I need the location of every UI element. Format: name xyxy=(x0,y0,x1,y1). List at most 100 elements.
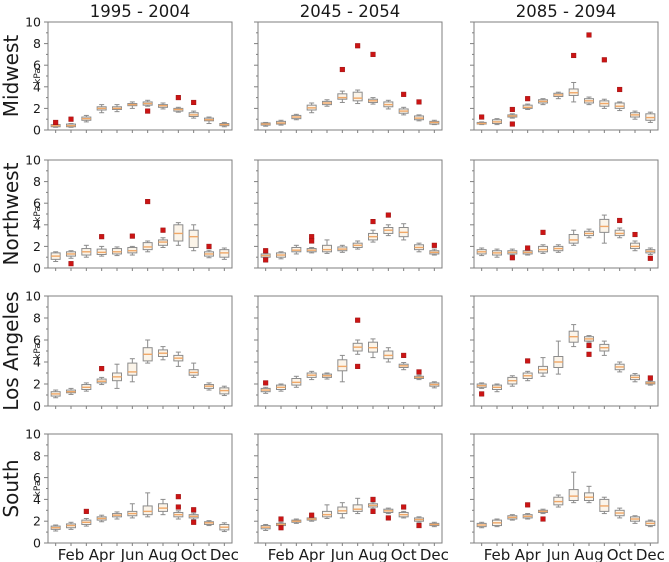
row-label-south: South xyxy=(0,459,23,517)
box-oct xyxy=(188,512,199,521)
box-oct xyxy=(614,101,625,112)
box-feb xyxy=(276,383,286,392)
y-tick-label: 0 xyxy=(33,123,41,138)
outlier-aug xyxy=(586,32,592,38)
panel-frame xyxy=(47,295,233,407)
panel-los-angeles-2045-2054 xyxy=(254,295,443,409)
box-feb xyxy=(66,521,76,530)
y-tick-label: 2 xyxy=(33,514,41,529)
box-oct xyxy=(398,510,409,519)
outlier-jul xyxy=(355,43,361,49)
box-feb xyxy=(492,518,502,528)
box-mar xyxy=(291,518,302,524)
box-oct xyxy=(614,507,625,519)
box-oct xyxy=(188,224,199,252)
x-tick-label-dec: Dec xyxy=(210,546,239,562)
panel-frame xyxy=(47,21,233,131)
iqr-box xyxy=(142,505,153,516)
box-jul xyxy=(568,471,579,504)
x-tick-label-aug: Aug xyxy=(148,546,177,562)
y-tick-label: 6 xyxy=(33,470,41,485)
outlier-jul xyxy=(145,199,151,205)
box-aug xyxy=(584,485,594,504)
box-jul xyxy=(568,229,579,246)
box-jan xyxy=(476,382,487,389)
box-may xyxy=(538,357,548,377)
iqr-box xyxy=(127,362,138,376)
box-feb xyxy=(276,119,286,126)
outlier-apr xyxy=(99,366,105,372)
box-feb xyxy=(66,387,76,395)
iqr-box xyxy=(337,359,348,372)
outlier-feb xyxy=(68,261,74,267)
y-tick-label: 6 xyxy=(33,196,41,211)
box-mar xyxy=(507,113,518,119)
outlier-oct xyxy=(191,519,197,525)
x-tick-label-dec: Dec xyxy=(420,546,449,562)
outlier-mar xyxy=(509,106,515,113)
iqr-box xyxy=(568,489,579,501)
x-tick-label-aug: Aug xyxy=(574,546,603,562)
box-jul xyxy=(142,492,153,518)
panel-midwest-1995-2004: 0 2 4 6 8 10 xyxy=(25,15,233,138)
y-axis-label-kpa: kPa xyxy=(33,481,43,497)
outlier-oct xyxy=(617,217,623,224)
box-jan xyxy=(50,389,61,399)
box-jul xyxy=(142,339,153,364)
panel-frame xyxy=(257,159,443,269)
outlier-jul xyxy=(355,363,361,369)
column-title-1995-2004: 1995 - 2004 xyxy=(90,2,190,21)
panel-frame xyxy=(257,433,443,544)
outlier-sep xyxy=(175,504,181,510)
outlier-apr xyxy=(309,234,315,240)
box-jul xyxy=(352,240,363,250)
x-tick-label-apr: Apr xyxy=(89,546,116,562)
box-sep xyxy=(173,222,184,246)
outlier-oct xyxy=(401,352,407,358)
box-nov xyxy=(204,249,214,259)
outlier-jun xyxy=(339,66,345,73)
box-apr xyxy=(96,245,107,257)
box-jul xyxy=(568,324,579,348)
outlier-jan xyxy=(263,380,269,386)
box-apr xyxy=(306,370,317,381)
box-jan xyxy=(50,524,61,532)
box-nov xyxy=(204,116,214,125)
outlier-jun xyxy=(129,233,135,239)
row-label-midwest: Midwest xyxy=(0,35,23,118)
y-tick-label: 2 xyxy=(33,239,41,254)
outlier-jul xyxy=(145,108,151,114)
x-tick-label-oct: Oct xyxy=(181,546,207,562)
outlier-apr xyxy=(309,512,315,518)
y-tick-label: 0 xyxy=(33,261,41,276)
y-tick-label: 4 xyxy=(33,217,41,232)
box-aug xyxy=(158,498,168,516)
box-jun xyxy=(127,101,138,109)
y-tick-label: 10 xyxy=(25,15,41,30)
outlier-jul xyxy=(355,317,361,323)
box-nov xyxy=(630,240,640,252)
box-jul xyxy=(352,89,363,105)
outlier-sep xyxy=(601,57,607,63)
y-tick-label: 8 xyxy=(33,311,41,326)
outlier-nov xyxy=(632,231,638,238)
outlier-aug xyxy=(370,496,376,502)
box-jan xyxy=(476,247,487,257)
box-may xyxy=(538,508,548,515)
outlier-nov xyxy=(416,369,422,375)
box-aug xyxy=(584,335,594,343)
box-sep xyxy=(383,99,394,110)
box-jan xyxy=(50,251,61,263)
y-tick-label: 0 xyxy=(33,536,41,551)
outlier-jan xyxy=(263,257,269,263)
y-tick-label: 8 xyxy=(33,448,41,463)
box-mar xyxy=(81,114,92,123)
x-tick-label-jun: Jun xyxy=(120,546,144,562)
box-jul xyxy=(142,240,153,253)
outlier-dec xyxy=(647,255,653,261)
iqr-box xyxy=(352,91,363,102)
box-sep xyxy=(173,510,184,520)
box-oct xyxy=(188,362,199,378)
outlier-apr xyxy=(99,234,105,240)
